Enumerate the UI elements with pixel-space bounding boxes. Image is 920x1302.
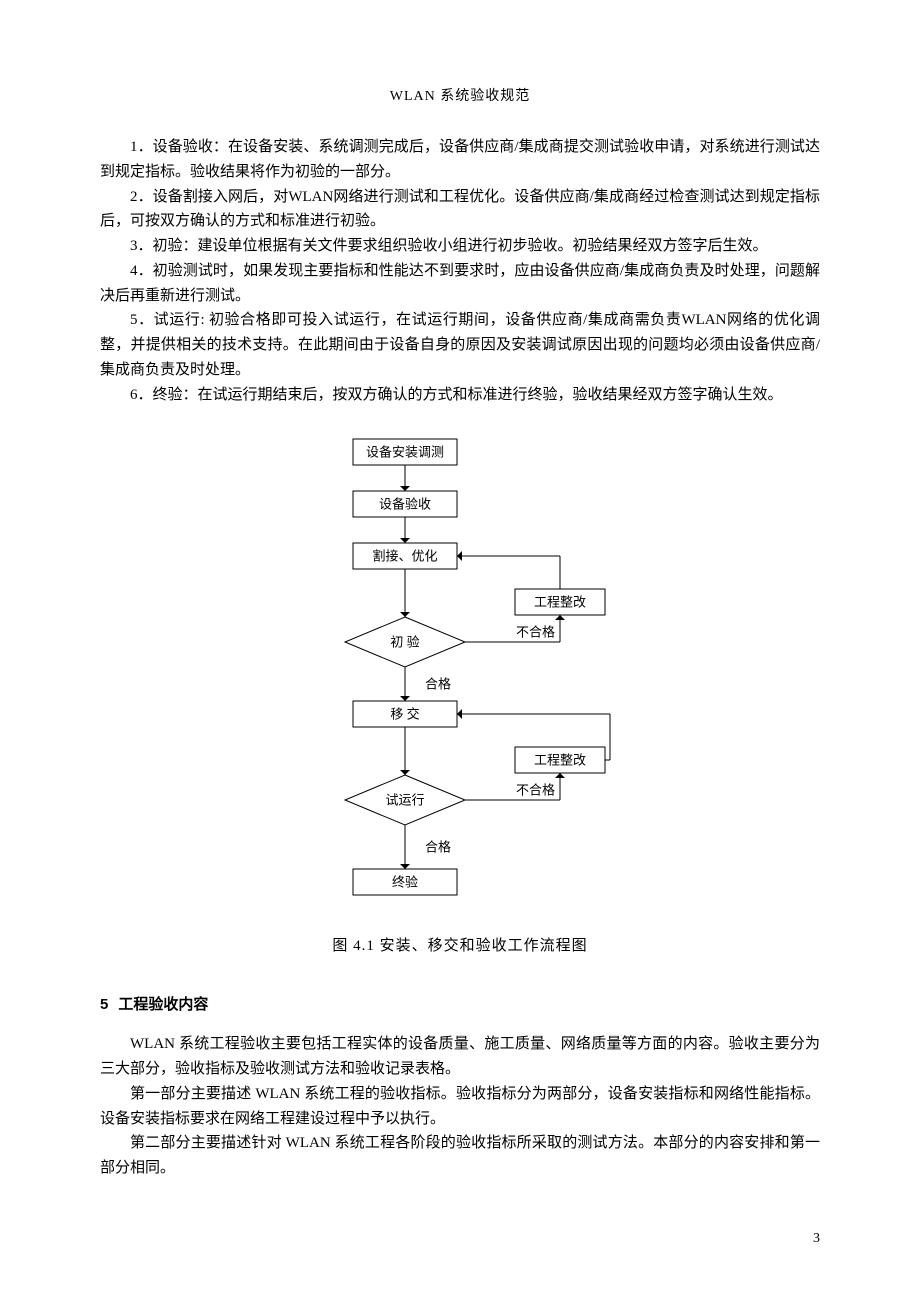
- paragraph-1: 1．设备验收：在设备安装、系统调测完成后，设备供应商/集成商提交测试验收申请，对…: [100, 135, 820, 185]
- svg-text:设备安装调测: 设备安装调测: [366, 445, 444, 460]
- paragraph-5: 5．试运行: 初验合格即可投入试运行，在试运行期间，设备供应商/集成商需负责WL…: [100, 308, 820, 382]
- flowchart-figure: 设备安装调测设备验收割接、优化初 验工程整改不合格合格移 交试运行工程整改不合格…: [100, 432, 820, 955]
- paragraph-6: 6．终验：在试运行期结束后，按双方确认的方式和标准进行终验，验收结果经双方签字确…: [100, 383, 820, 408]
- section-5-heading: 5 工程验收内容: [100, 993, 820, 1014]
- svg-text:终验: 终验: [392, 875, 418, 890]
- svg-text:移 交: 移 交: [390, 707, 419, 722]
- svg-text:设备验收: 设备验收: [379, 497, 431, 512]
- section-5-para-1: WLAN 系统工程验收主要包括工程实体的设备质量、施工质量、网络质量等方面的内容…: [100, 1032, 820, 1082]
- paragraph-3: 3．初验：建设单位根据有关文件要求组织验收小组进行初步验收。初验结果经双方签字后…: [100, 234, 820, 259]
- svg-text:不合格: 不合格: [516, 783, 555, 798]
- figure-caption: 图 4.1 安装、移交和验收工作流程图: [100, 934, 820, 955]
- page-number: 3: [813, 1231, 820, 1247]
- paragraph-2: 2．设备割接入网后，对WLAN网络进行测试和工程优化。设备供应商/集成商经过检查…: [100, 185, 820, 235]
- section-5-para-2: 第一部分主要描述 WLAN 系统工程的验收指标。验收指标分为两部分，设备安装指标…: [100, 1082, 820, 1132]
- paragraph-4: 4．初验测试时，如果发现主要指标和性能达不到要求时，应由设备供应商/集成商负责及…: [100, 259, 820, 309]
- svg-text:工程整改: 工程整改: [534, 595, 586, 610]
- svg-text:初 验: 初 验: [390, 635, 419, 650]
- section-5-title: 工程验收内容: [118, 996, 208, 1013]
- svg-text:割接、优化: 割接、优化: [372, 549, 437, 564]
- section-5-number: 5: [100, 996, 108, 1013]
- section-5-para-3: 第二部分主要描述针对 WLAN 系统工程各阶段的验收指标所采取的测试方法。本部分…: [100, 1131, 820, 1181]
- svg-text:合格: 合格: [425, 840, 451, 855]
- flowchart-svg: 设备安装调测设备验收割接、优化初 验工程整改不合格合格移 交试运行工程整改不合格…: [290, 432, 630, 907]
- page-header: WLAN 系统验收规范: [100, 85, 820, 105]
- svg-text:试运行: 试运行: [385, 793, 424, 808]
- svg-text:工程整改: 工程整改: [534, 753, 586, 768]
- svg-text:不合格: 不合格: [516, 625, 555, 640]
- svg-text:合格: 合格: [425, 677, 451, 692]
